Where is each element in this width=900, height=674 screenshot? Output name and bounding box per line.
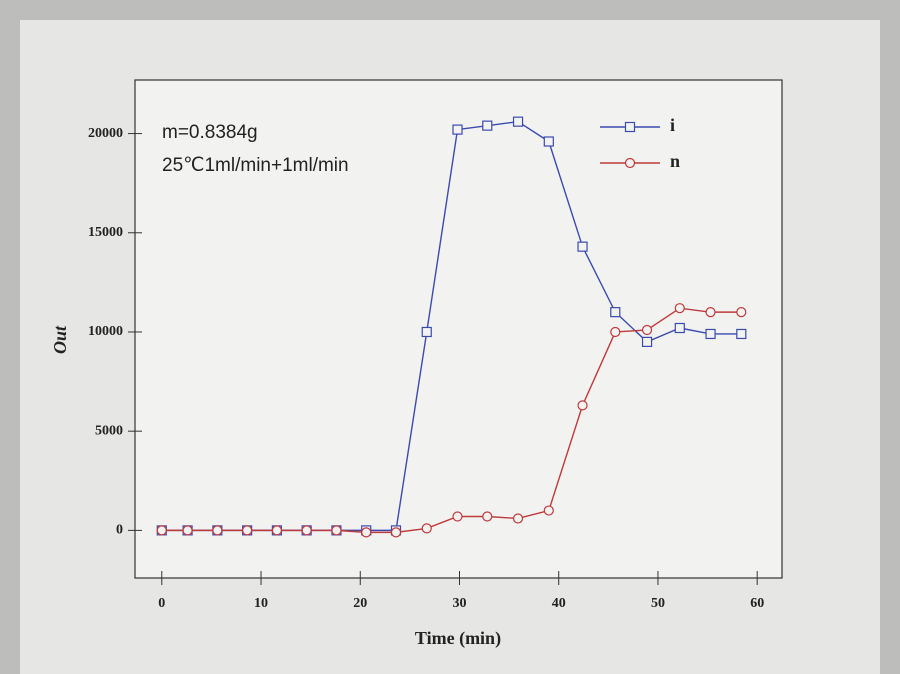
- x-tick-label: 10: [254, 596, 268, 611]
- data-point: [156, 525, 167, 536]
- data-point: [242, 525, 253, 536]
- legend-label: n: [670, 151, 680, 171]
- data-point: [331, 525, 342, 536]
- x-tick-label: 30: [452, 596, 466, 611]
- data-point: [674, 322, 685, 334]
- data-point: [705, 307, 716, 318]
- y-axis-label: Out: [50, 325, 70, 354]
- legend-marker: [624, 157, 636, 169]
- x-tick-label: 20: [353, 596, 367, 611]
- data-point: [736, 328, 747, 340]
- y-tick-label: 5000: [95, 423, 123, 438]
- data-point: [512, 116, 524, 127]
- data-point: [610, 307, 621, 318]
- data-point: [482, 511, 493, 522]
- data-point: [421, 326, 432, 338]
- data-point: [736, 307, 747, 318]
- data-point: [390, 527, 402, 538]
- y-tick-label: 20000: [88, 126, 123, 141]
- y-tick-label: 15000: [88, 225, 123, 240]
- y-tick-label: 10000: [88, 324, 123, 339]
- y-tick-label: 0: [116, 523, 123, 538]
- x-axis-label: Time (min): [415, 628, 501, 649]
- data-point: [674, 303, 685, 314]
- data-point: [301, 525, 312, 536]
- data-point: [482, 120, 493, 131]
- data-point: [512, 513, 524, 524]
- legend-marker: [624, 121, 636, 133]
- x-tick-label: 40: [552, 596, 566, 611]
- plot-area: [134, 79, 783, 579]
- data-point: [610, 326, 621, 338]
- data-point: [271, 525, 283, 536]
- data-point: [212, 525, 223, 536]
- data-point: [452, 124, 463, 135]
- data-point: [543, 505, 554, 516]
- annotation: 25℃1ml/min+1ml/min: [162, 155, 349, 176]
- data-point: [543, 136, 554, 147]
- x-tick-label: 60: [750, 596, 764, 611]
- data-point: [577, 400, 588, 411]
- data-point: [452, 511, 463, 522]
- data-point: [577, 241, 588, 252]
- data-point: [641, 336, 653, 347]
- data-point: [361, 527, 372, 538]
- annotation: m=0.8384g: [162, 122, 258, 143]
- data-point: [705, 328, 716, 340]
- legend-label: i: [670, 115, 675, 135]
- data-point: [182, 525, 193, 536]
- data-point: [421, 523, 432, 534]
- x-tick-label: 50: [651, 596, 665, 611]
- x-tick-label: 0: [158, 596, 165, 611]
- data-point: [641, 324, 653, 336]
